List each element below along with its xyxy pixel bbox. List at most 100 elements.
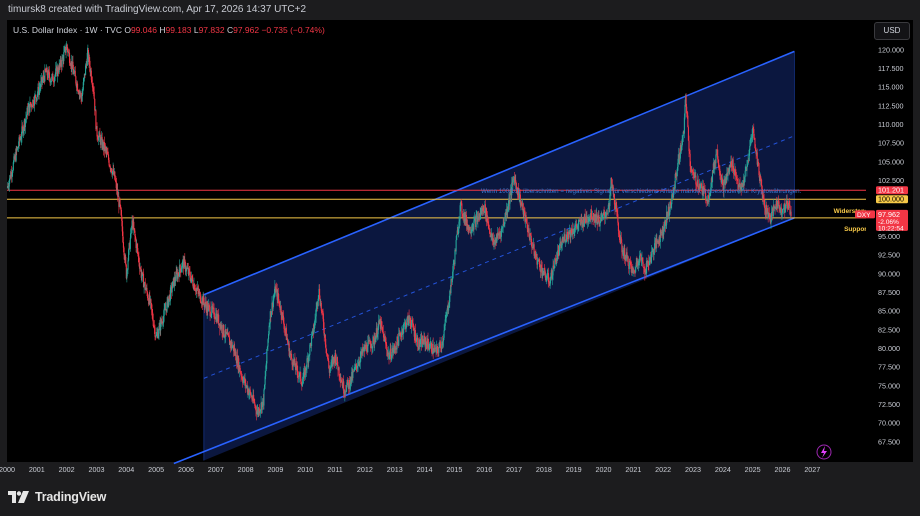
- candle-body: [669, 201, 671, 212]
- candle-body: [614, 204, 616, 210]
- candle-body: [355, 363, 357, 367]
- candle-body: [523, 210, 525, 212]
- candle-body: [386, 344, 388, 351]
- candle-body: [479, 213, 481, 218]
- candle-body: [147, 298, 149, 300]
- candle-body: [676, 166, 679, 172]
- candle-body: [451, 279, 453, 281]
- candle-body: [423, 335, 425, 345]
- tradingview-brand[interactable]: TradingView: [8, 488, 106, 506]
- candle-body: [101, 137, 103, 148]
- candle-body: [785, 200, 788, 205]
- candle-body: [24, 119, 26, 128]
- candle-body: [717, 149, 719, 160]
- x-tick-label: 2010: [297, 465, 313, 474]
- candle-body: [221, 325, 223, 333]
- candle-body: [68, 51, 70, 53]
- candle-body: [60, 66, 63, 67]
- candle-body: [609, 189, 611, 195]
- candle-body: [249, 389, 251, 393]
- candle-body: [391, 351, 393, 359]
- candle-body: [70, 61, 72, 67]
- candle-body: [460, 201, 462, 204]
- candle-body: [694, 175, 696, 177]
- candle-body: [679, 158, 681, 160]
- x-tick-label: 2020: [596, 465, 612, 474]
- symbol-name: U.S. Dollar Index · 1W · TVC: [13, 25, 122, 35]
- candle-body: [93, 92, 95, 99]
- candle-body: [691, 169, 693, 172]
- candle-body: [574, 227, 576, 229]
- candle-body: [530, 233, 532, 236]
- candle-body: [539, 264, 541, 270]
- candle-body: [344, 391, 346, 395]
- candle-body: [395, 348, 398, 350]
- candle-body: [753, 137, 755, 139]
- candle-body: [553, 265, 555, 269]
- candle-body: [784, 206, 786, 213]
- candle-body: [624, 248, 626, 261]
- candle-body: [701, 183, 703, 188]
- y-tick-label: 92.500: [878, 251, 900, 260]
- candle-body: [679, 145, 681, 159]
- candle-body: [212, 307, 215, 309]
- candle-body: [258, 408, 260, 414]
- candle-body: [516, 187, 518, 190]
- candle-body: [281, 312, 283, 319]
- candle-body: [308, 354, 310, 356]
- candle-body: [171, 288, 173, 293]
- candle-body: [268, 325, 270, 334]
- candle-body: [87, 49, 89, 63]
- candle-body: [197, 287, 199, 291]
- candle-body: [283, 322, 285, 329]
- currency-button[interactable]: USD: [874, 22, 910, 40]
- candle-body: [658, 243, 660, 244]
- candle-body: [280, 306, 282, 310]
- candle-body: [534, 253, 536, 256]
- candle-body: [185, 271, 187, 272]
- candle-body: [105, 146, 107, 149]
- candle-body: [43, 78, 45, 82]
- candle-body: [142, 272, 144, 274]
- candle-body: [528, 228, 530, 237]
- candle-body: [430, 342, 433, 352]
- candle-body: [292, 359, 294, 367]
- candle-body: [606, 213, 609, 215]
- candle-body: [725, 177, 727, 184]
- candle-body: [78, 91, 80, 95]
- candle-body: [722, 183, 724, 192]
- level-tag-100-bg: [876, 195, 908, 204]
- candle-body: [513, 176, 515, 180]
- candle-body: [725, 177, 727, 180]
- candle-body: [387, 353, 389, 355]
- candle-body: [278, 299, 280, 302]
- candle-body: [388, 352, 390, 360]
- candle-body: [32, 99, 34, 107]
- candle-body: [224, 329, 227, 337]
- candle-body: [54, 74, 56, 77]
- candle-body: [110, 168, 112, 172]
- candle-body: [658, 236, 660, 244]
- candle-body: [431, 351, 433, 354]
- candle-body: [509, 194, 511, 204]
- candle-body: [769, 214, 771, 216]
- candle-body: [399, 332, 401, 335]
- x-tick-label: 2000: [0, 465, 15, 474]
- candle-body: [40, 77, 42, 82]
- candle-body: [174, 277, 176, 281]
- candle-body: [84, 73, 86, 76]
- candle-body: [558, 250, 560, 255]
- candle-body: [259, 411, 261, 414]
- candle-body: [390, 348, 392, 360]
- candle-body: [244, 379, 246, 383]
- candle-body: [92, 87, 94, 89]
- candle-body: [520, 202, 522, 206]
- candle-body: [371, 346, 373, 349]
- candle-body: [461, 213, 463, 217]
- candle-body: [690, 168, 692, 171]
- candle-body: [170, 286, 172, 288]
- candle-body: [270, 311, 272, 317]
- candle-body: [692, 171, 694, 173]
- candle-body: [413, 330, 415, 337]
